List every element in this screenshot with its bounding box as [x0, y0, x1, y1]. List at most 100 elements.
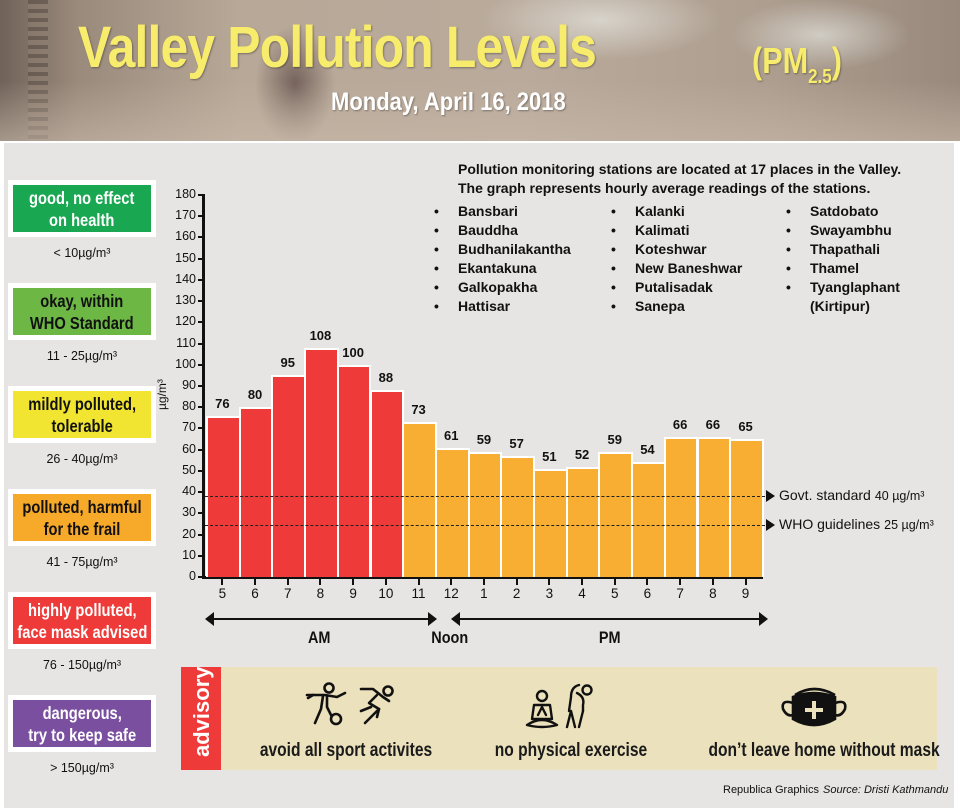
x-tick-mark [646, 579, 649, 585]
x-tick-mark [482, 579, 485, 585]
legend-line-1: good, no effect [29, 187, 135, 208]
reference-label-text: Govt. standard [779, 487, 871, 503]
y-tick-label: 180 [175, 187, 196, 201]
station-name: Ekantakuna [458, 260, 537, 276]
x-tick-label: 8 [316, 586, 325, 601]
x-tick-label: 11 [411, 586, 426, 601]
legend-line-2: WHO Standard [30, 312, 134, 333]
x-tick-mark [450, 579, 453, 585]
y-tick-mark [198, 554, 203, 557]
station-name: Bauddha [458, 222, 518, 238]
y-tick-label: 130 [175, 293, 196, 308]
y-tick-label: 60 [182, 441, 196, 456]
station-item: • Bansbari [434, 202, 571, 221]
bar-hour-11 [402, 422, 437, 577]
legend-label: okay, within WHO Standard [13, 288, 151, 335]
bar-value-label: 65 [738, 419, 753, 435]
legend-swatch-4: highly polluted, face mask advised [8, 592, 156, 649]
reference-label-0: Govt. standard 40 µg/m³ [779, 487, 924, 503]
advisory-banner: advisory avoid all sport activites [181, 667, 940, 770]
station-item: • Thapathali [786, 240, 900, 259]
y-axis [202, 194, 205, 579]
pollutant-label: (PM2.5) [752, 40, 842, 88]
am-span-line [212, 618, 430, 620]
station-name: Tyanglaphant [810, 279, 900, 295]
station-item: • Galkopakha [434, 278, 571, 297]
bar-value-label: 108 [309, 327, 332, 343]
football-player-icon [305, 682, 347, 726]
advisory-tag: advisory [181, 667, 221, 770]
legend-label: highly polluted, face mask advised [13, 597, 151, 644]
station-name: Thapathali [810, 241, 881, 257]
y-tick-label: 40 [182, 484, 196, 499]
bar-value-label: 73 [411, 402, 426, 418]
arrow-left-icon [205, 612, 214, 626]
stations-column-2: • Kalanki • Kalimati • Koteshwar • New Baneshwa… [611, 202, 742, 316]
station-name: New Baneshwar [635, 260, 743, 276]
station-name: Bansbari [458, 203, 518, 219]
x-tick-label: 7 [283, 586, 292, 601]
bar-hour-7 [271, 375, 307, 577]
y-tick-mark [198, 448, 203, 451]
y-tick-mark [198, 512, 203, 515]
bullet-icon: • [434, 241, 439, 257]
legend-label: mildly polluted, tolerable [13, 391, 151, 438]
reference-label-text: WHO guidelines [779, 516, 881, 532]
station-name: Satdobato [810, 203, 879, 219]
arrow-right-icon [766, 519, 775, 531]
station-item: • Satdobato [786, 202, 900, 221]
date-subtitle: Monday, April 16, 2018 [331, 88, 566, 116]
station-item: • Hattisar [434, 297, 571, 316]
x-tick-label: 6 [643, 586, 652, 601]
stretching-icon [565, 683, 593, 729]
page-title: Valley Pollution Levels [78, 15, 597, 80]
x-tick-mark [711, 579, 714, 585]
reference-label-1: WHO guidelines 25 µg/m³ [779, 516, 934, 532]
bullet-icon: • [611, 260, 616, 276]
station-item: • Tyanglaphant [786, 278, 900, 297]
y-tick-label: 20 [182, 526, 196, 541]
bullet-icon: • [786, 279, 791, 295]
x-tick-mark [384, 579, 387, 585]
y-tick-label: 110 [176, 335, 196, 350]
bar-hour-12 [434, 447, 470, 577]
station-name: Galkopakha [458, 279, 538, 295]
bar-value-label: 61 [444, 427, 459, 443]
info-line-1: Pollution monitoring stations are locate… [458, 161, 902, 177]
y-tick-mark [198, 385, 203, 387]
header-banner: Valley Pollution Levels (PM2.5) Monday, … [0, 0, 960, 141]
x-tick-mark [679, 579, 682, 585]
y-tick-mark [198, 278, 203, 281]
legend-label: good, no effect on health [13, 185, 151, 232]
bullet-icon: • [434, 298, 439, 314]
y-axis-label: µg/m³ [155, 379, 169, 410]
bullet-icon: • [434, 222, 439, 238]
station-name: Budhanilakantha [458, 241, 571, 257]
legend-label-text: polluted, harmful for the frail [22, 496, 141, 540]
legend-line-2: on health [49, 209, 115, 230]
bar-hour-6 [238, 407, 274, 577]
pm-label: PM [598, 628, 621, 647]
face-mask-icon [781, 687, 847, 727]
x-tick-mark [254, 579, 257, 585]
advisory-label: avoid all sport activites [259, 740, 433, 761]
meditation-icon [525, 689, 559, 729]
x-tick-label: 8 [709, 586, 717, 601]
y-tick-label: 0 [189, 569, 196, 583]
station-item: • Thamel [786, 259, 900, 278]
bullet-icon: • [786, 203, 791, 219]
y-tick-mark [198, 406, 203, 409]
y-tick-mark [198, 363, 203, 366]
x-tick-label: 7 [676, 586, 684, 601]
legend-line-2: face mask advised [17, 621, 147, 642]
bar-hour-3 [533, 468, 568, 577]
station-item: • New Baneshwar [611, 259, 742, 278]
station-item: • Kalimati [611, 221, 742, 240]
station-name: Kalanki [635, 203, 685, 219]
arrow-right-icon [759, 612, 768, 626]
bullet-icon: • [611, 241, 616, 257]
bar-value-label: 57 [509, 436, 524, 452]
stations-column-1: • Bansbari • Bauddha • Budhanilakantha • Ekanta… [434, 202, 571, 316]
noon-label: Noon [431, 628, 469, 647]
x-tick-mark [417, 579, 420, 585]
